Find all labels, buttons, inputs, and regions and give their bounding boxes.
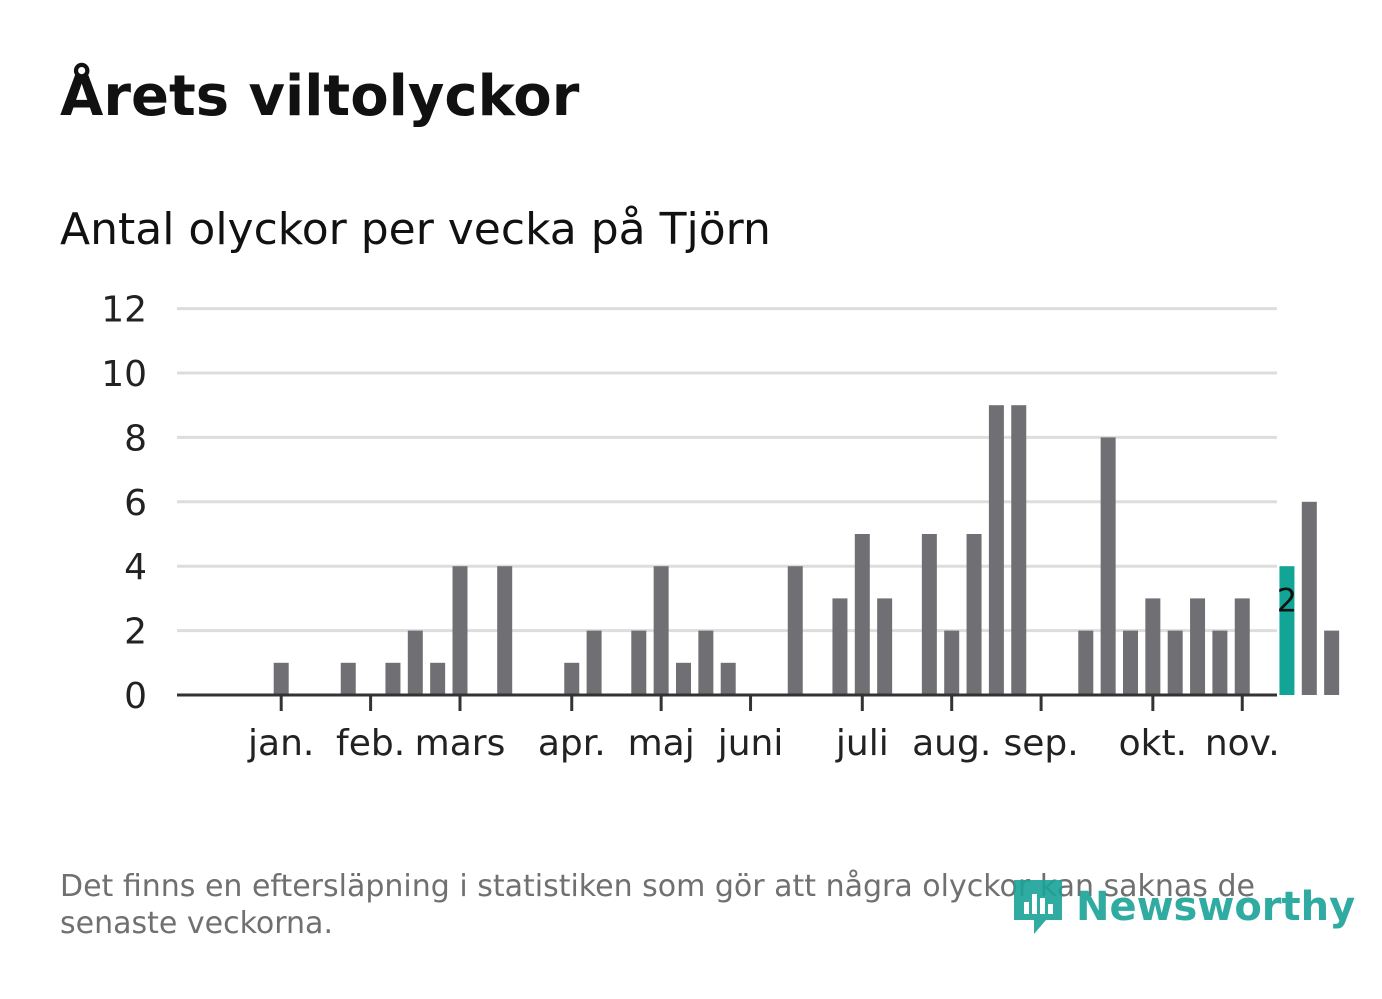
x-tick-label: jan. (247, 723, 314, 764)
y-tick-label: 10 (101, 354, 147, 395)
bar (966, 534, 982, 695)
y-tick-label: 12 (101, 290, 147, 331)
bar (944, 630, 960, 695)
x-tick-label: juli (835, 723, 889, 764)
y-tick-label: 0 (124, 676, 147, 717)
bar (832, 598, 848, 695)
bar (854, 534, 870, 695)
bar (1324, 630, 1340, 695)
bar (1190, 598, 1206, 695)
bar (1212, 630, 1228, 695)
bar (1011, 405, 1027, 695)
chart-title: Årets viltolyckor (60, 64, 580, 129)
x-tick-label: okt. (1119, 723, 1187, 764)
x-tick-label: mars (415, 723, 506, 764)
chart-subtitle: Antal olyckor per vecka på Tjörn (60, 204, 771, 255)
newsworthy-logo-icon (1014, 880, 1062, 934)
x-tick-label: sep. (1003, 723, 1078, 764)
bar (1145, 598, 1161, 695)
bar (877, 598, 893, 695)
bar (787, 566, 803, 695)
x-tick-label: maj (628, 723, 695, 764)
brand-name: Newsworthy (1076, 884, 1356, 930)
bar (1100, 437, 1116, 695)
x-tick-label: apr. (538, 723, 606, 764)
bar (1234, 598, 1250, 695)
bar (988, 405, 1004, 695)
bar (653, 566, 669, 695)
data-label: 2 (1277, 582, 1297, 620)
bar (1167, 630, 1183, 695)
bar (631, 630, 647, 695)
bar (921, 534, 937, 695)
bar (430, 662, 446, 695)
x-tick-label: aug. (912, 723, 991, 764)
bar (720, 662, 736, 695)
bar (273, 662, 289, 695)
y-tick-label: 8 (124, 418, 147, 459)
bar (340, 662, 356, 695)
bar (564, 662, 580, 695)
y-tick-label: 6 (124, 483, 147, 524)
bar (698, 630, 714, 695)
bar (1123, 630, 1138, 695)
bar (452, 566, 468, 695)
bar (385, 662, 401, 695)
x-tick-label: feb. (336, 723, 405, 764)
bar (676, 662, 691, 695)
bar (1078, 630, 1094, 695)
y-tick-label: 2 (124, 612, 147, 653)
x-tick-label: nov. (1205, 723, 1280, 764)
bar (1301, 501, 1317, 695)
highlight-bar (1279, 566, 1295, 695)
bar (407, 630, 423, 695)
bar (586, 630, 602, 695)
brand-logo: Newsworthy (1010, 876, 1355, 938)
x-tick-label: juni (717, 723, 784, 764)
y-tick-label: 4 (124, 547, 147, 588)
bar (497, 566, 513, 695)
